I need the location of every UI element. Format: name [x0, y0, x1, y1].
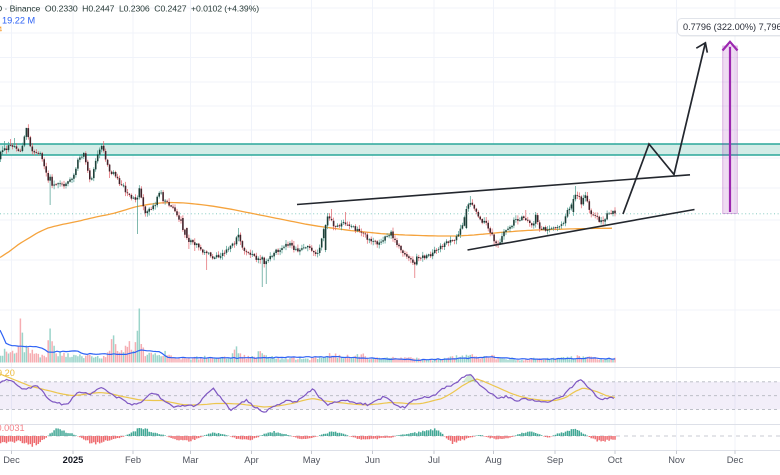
svg-text:May: May	[303, 455, 321, 465]
svg-text:D · Binance O0.2330 H0.2447: D · Binance O0.2330 H0.2447 L0.2306 C0.2…	[0, 4, 259, 14]
svg-text:Feb: Feb	[125, 455, 141, 465]
svg-text:2025: 2025	[63, 455, 84, 465]
svg-text:Jun: Jun	[365, 455, 380, 465]
svg-text:19.22 M: 19.22 M	[2, 16, 35, 26]
svg-text:Jul: Jul	[428, 455, 440, 465]
svg-text:0.0031: 0.0031	[0, 423, 25, 433]
svg-text:9.20: 9.20	[0, 368, 15, 378]
svg-text:Sep: Sep	[547, 455, 564, 465]
svg-text:Aug: Aug	[485, 455, 502, 465]
svg-text:Dec: Dec	[727, 455, 744, 465]
svg-text:0.7796 (322.00%) 7,796: 0.7796 (322.00%) 7,796	[683, 22, 780, 32]
svg-text:Mar: Mar	[182, 455, 198, 465]
svg-text:Nov: Nov	[668, 455, 685, 465]
svg-text:Apr: Apr	[244, 455, 258, 465]
svg-text:4: 4	[0, 25, 2, 34]
svg-text:Oct: Oct	[608, 455, 623, 465]
svg-text:Dec: Dec	[3, 455, 20, 465]
